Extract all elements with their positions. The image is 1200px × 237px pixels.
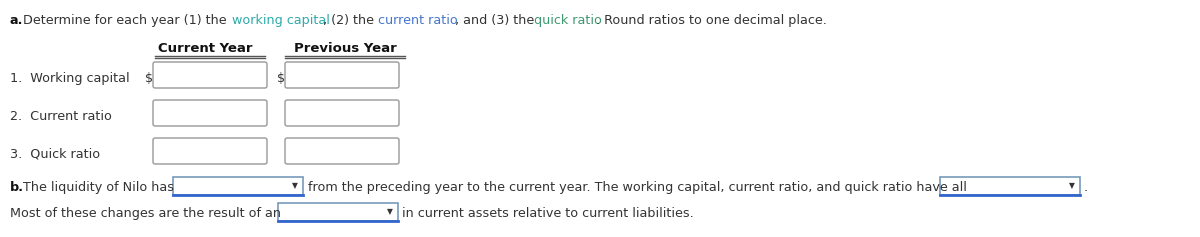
Text: 2.  Current ratio: 2. Current ratio: [10, 109, 112, 123]
FancyBboxPatch shape: [286, 62, 398, 88]
Text: working capital: working capital: [232, 14, 330, 27]
Text: ▼: ▼: [292, 182, 298, 191]
FancyBboxPatch shape: [940, 177, 1080, 195]
FancyBboxPatch shape: [286, 100, 398, 126]
Text: The liquidity of Nilo has: The liquidity of Nilo has: [23, 181, 174, 194]
Text: , and (3) the: , and (3) the: [455, 14, 539, 27]
Text: 1.  Working capital: 1. Working capital: [10, 72, 130, 85]
Text: b.: b.: [10, 181, 24, 194]
FancyBboxPatch shape: [154, 100, 266, 126]
Text: $: $: [145, 72, 154, 85]
Text: Determine for each year (1) the: Determine for each year (1) the: [23, 14, 230, 27]
FancyBboxPatch shape: [154, 62, 266, 88]
Text: quick ratio: quick ratio: [534, 14, 602, 27]
Text: Most of these changes are the result of an: Most of these changes are the result of …: [10, 207, 281, 220]
Text: ▼: ▼: [1069, 182, 1075, 191]
Text: Current Year: Current Year: [157, 42, 252, 55]
Text: from the preceding year to the current year. The working capital, current ratio,: from the preceding year to the current y…: [308, 181, 967, 194]
Text: $: $: [277, 72, 286, 85]
Text: a.: a.: [10, 14, 23, 27]
Text: current ratio: current ratio: [378, 14, 457, 27]
Text: ▼: ▼: [388, 208, 392, 217]
Text: in current assets relative to current liabilities.: in current assets relative to current li…: [402, 207, 694, 220]
FancyBboxPatch shape: [173, 177, 302, 195]
Text: , (2) the: , (2) the: [323, 14, 378, 27]
Text: 3.  Quick ratio: 3. Quick ratio: [10, 147, 100, 160]
FancyBboxPatch shape: [154, 138, 266, 164]
FancyBboxPatch shape: [286, 138, 398, 164]
Text: . Round ratios to one decimal place.: . Round ratios to one decimal place.: [596, 14, 827, 27]
Text: Previous Year: Previous Year: [294, 42, 396, 55]
Text: .: .: [1084, 181, 1088, 194]
FancyBboxPatch shape: [278, 203, 398, 221]
